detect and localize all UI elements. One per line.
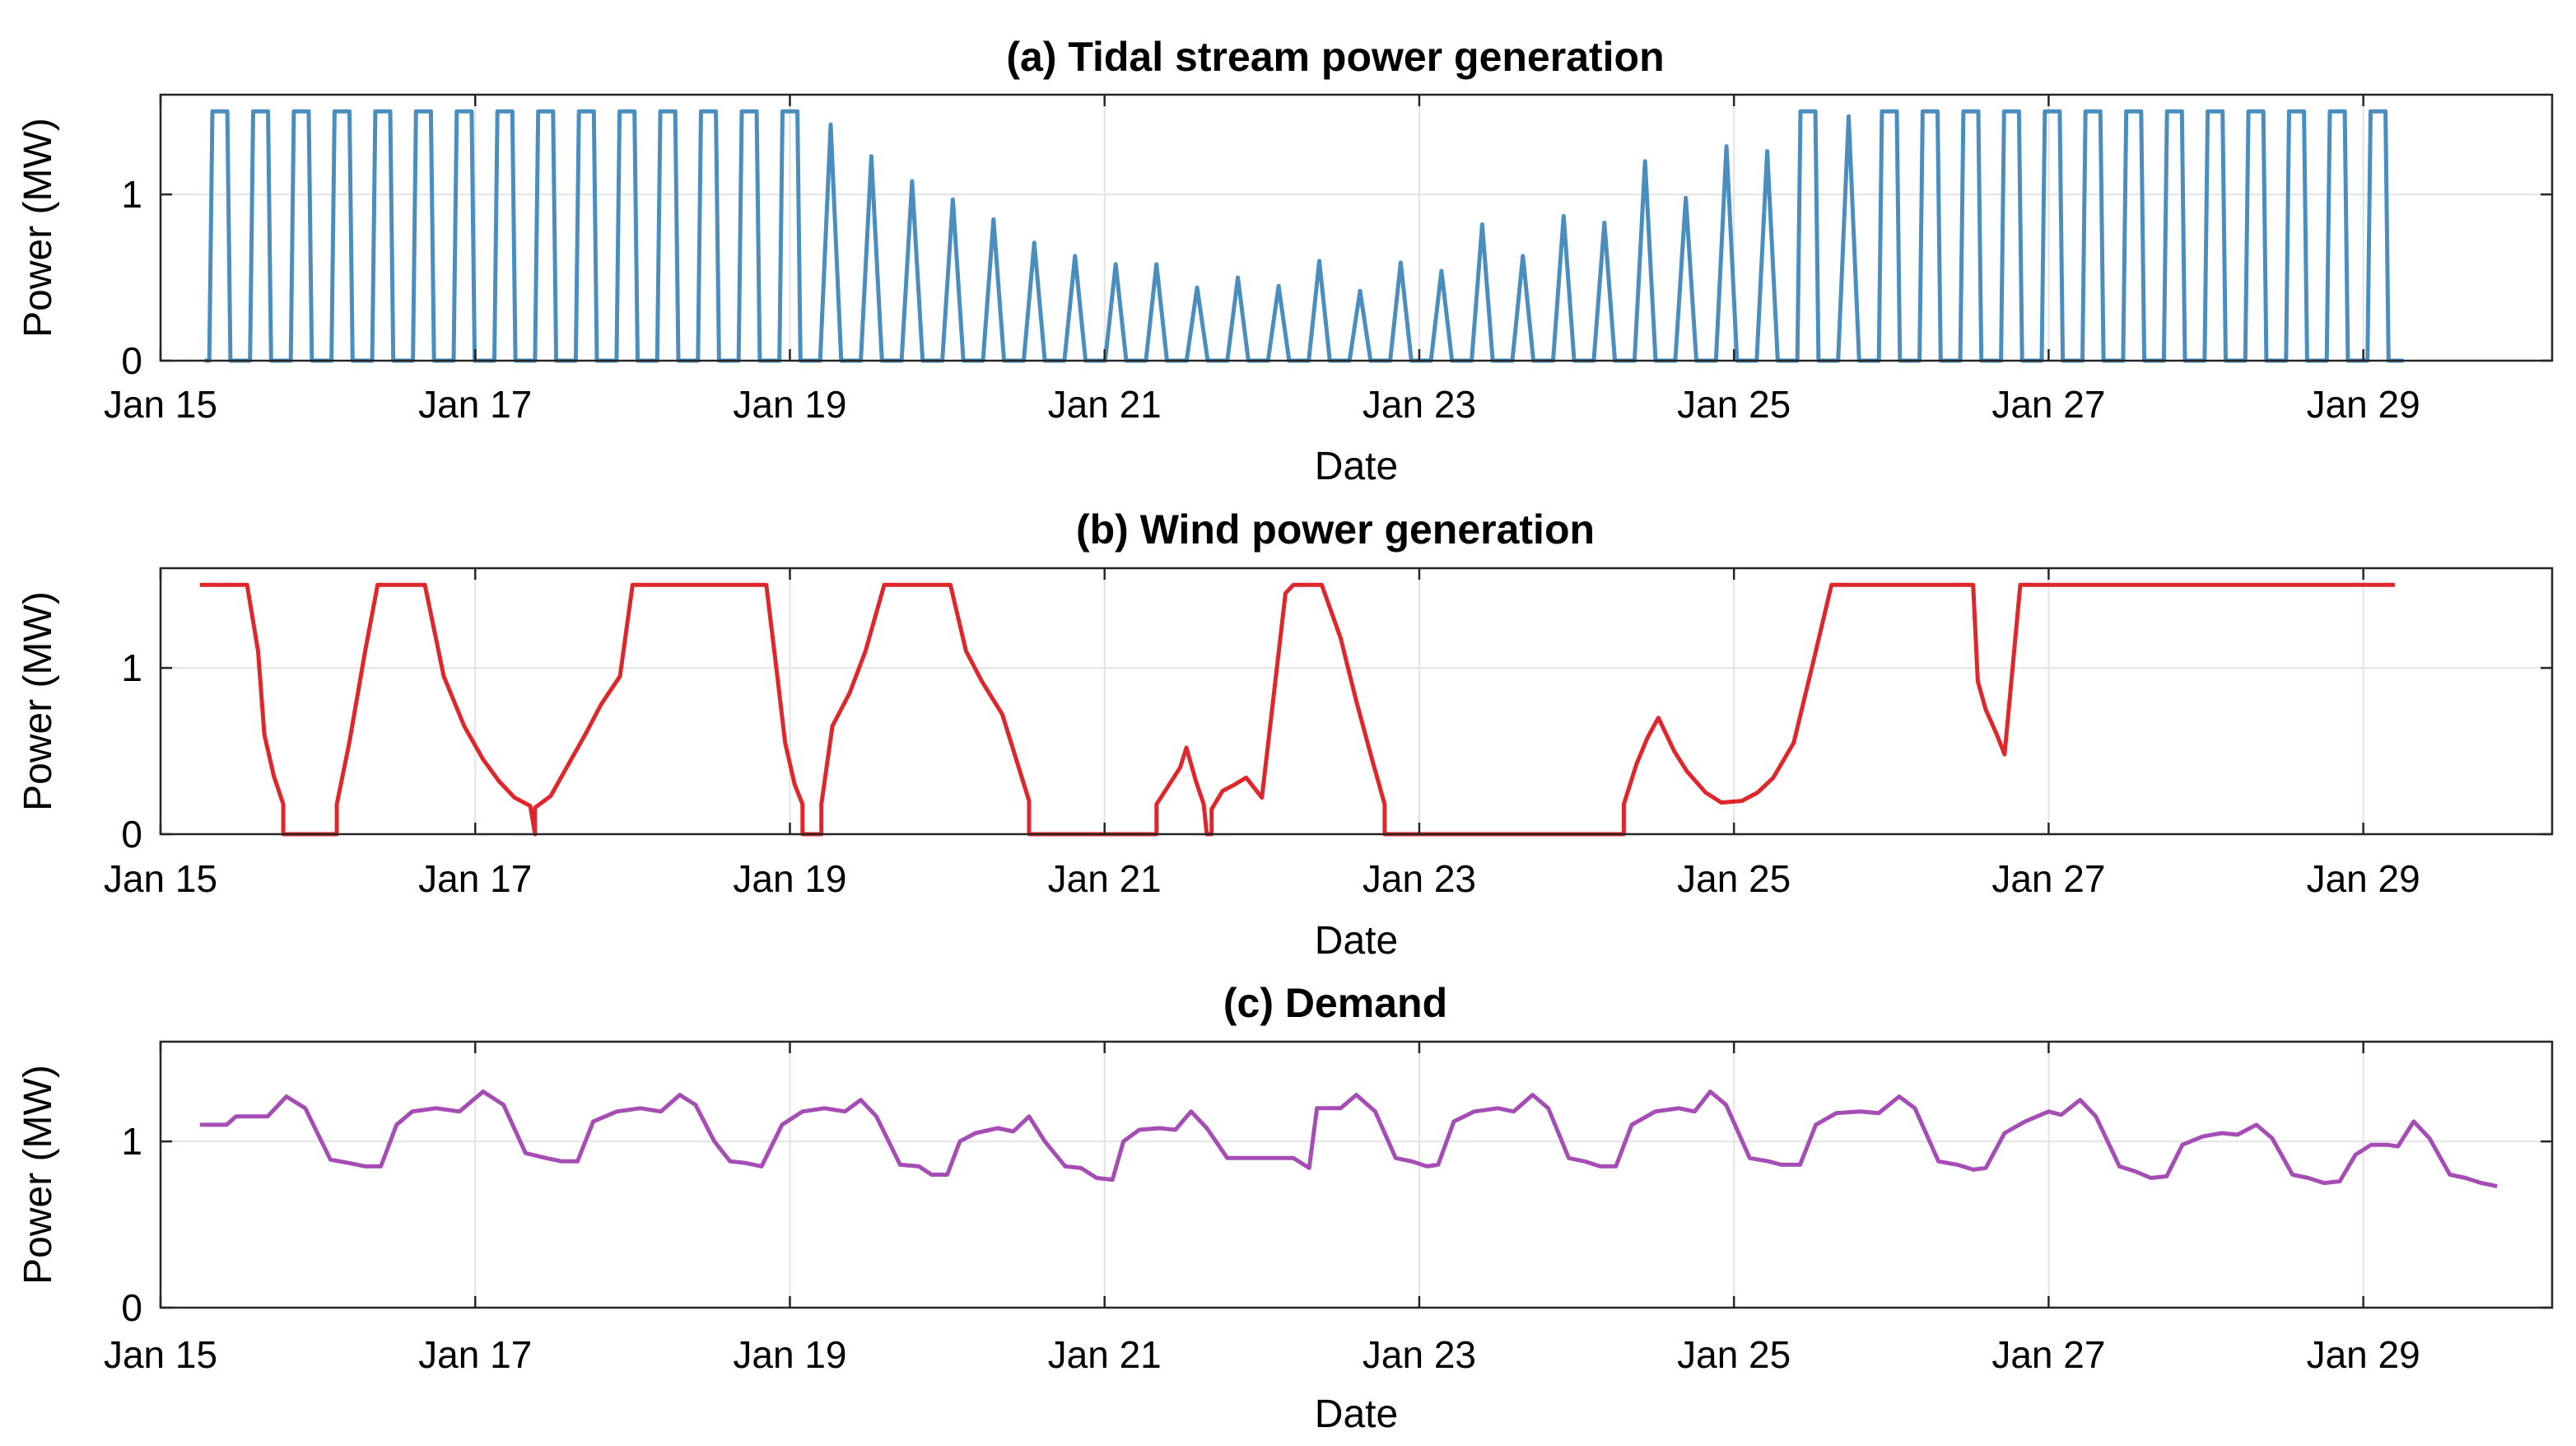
x-tick-label: Jan 23: [1363, 383, 1476, 426]
x-tick-label: Jan 15: [104, 383, 217, 426]
y-tick-label: 1: [121, 1120, 142, 1163]
ticks: Jan 15 Jan 17 Jan 19 Jan 21 Jan 23 Jan 25 Jan …: [104, 95, 2552, 426]
x-tick-label: Jan 17: [418, 857, 532, 900]
x-tick-label: Jan 27: [1991, 383, 2105, 426]
x-tick-label: Jan 29: [2307, 857, 2420, 900]
x-axis-label: Date: [1315, 919, 1398, 963]
x-tick-label: Jan 21: [1048, 383, 1162, 426]
x-tick-label: Jan 27: [1991, 1333, 2105, 1376]
x-tick-label: Jan 29: [2307, 1333, 2420, 1376]
x-tick-label: Jan 21: [1048, 857, 1162, 900]
x-tick-label: Jan 25: [1677, 383, 1791, 426]
x-tick-label: Jan 25: [1677, 1333, 1791, 1376]
x-axis-label: Date: [1315, 1392, 1398, 1436]
x-tick-label: Jan 15: [104, 1333, 217, 1376]
panel-tidal: (a) Tidal stream power generation Jan 15…: [16, 34, 2554, 488]
x-tick-label: Jan 17: [418, 383, 532, 426]
axes-frame: [159, 567, 2554, 836]
x-tick-label: Jan 27: [1991, 857, 2105, 900]
x-tick-label: Jan 29: [2307, 383, 2420, 426]
x-axis-label: Date: [1315, 445, 1398, 488]
chart-title: (a) Tidal stream power generation: [1006, 34, 1664, 80]
x-tick-label: Jan 23: [1363, 1333, 1476, 1376]
y-axis-label: Power (MW): [16, 1065, 60, 1285]
panel-demand: (c) Demand Jan 15 Jan 17 Jan 19 Jan 21 Jan 2…: [16, 980, 2554, 1436]
x-tick-label: Jan 21: [1048, 1333, 1162, 1376]
x-tick-label: Jan 25: [1677, 857, 1791, 900]
x-tick-label: Jan 19: [733, 857, 846, 900]
x-tick-label: Jan 19: [733, 383, 846, 426]
axes-frame: [159, 1040, 2554, 1309]
y-tick-label: 0: [121, 339, 142, 382]
tidal-power-line: [204, 109, 2404, 363]
ticks: Jan 15 Jan 17 Jan 19 Jan 21 Jan 23 Jan 25 Jan …: [104, 568, 2552, 900]
chart-title: (b) Wind power generation: [1076, 506, 1595, 553]
x-tick-label: Jan 19: [733, 1333, 846, 1376]
x-tick-label: Jan 23: [1363, 857, 1476, 900]
ticks: Jan 15 Jan 17 Jan 19 Jan 21 Jan 23 Jan 25 Jan …: [104, 1042, 2552, 1376]
y-tick-label: 1: [121, 646, 142, 689]
demand-line: [199, 1089, 2498, 1189]
y-tick-label: 1: [121, 173, 142, 216]
axes-frame: [159, 93, 2554, 362]
panel-wind: (b) Wind power generation Jan 15 Jan 17 Ja…: [16, 506, 2554, 963]
wind-power-line: [199, 582, 2395, 837]
y-tick-label: 0: [121, 1286, 142, 1329]
y-tick-label: 0: [121, 813, 142, 856]
chart-title: (c) Demand: [1223, 980, 1447, 1026]
y-axis-label: Power (MW): [16, 591, 60, 811]
y-axis-label: Power (MW): [16, 118, 60, 338]
x-tick-label: Jan 15: [104, 857, 217, 900]
grid: [160, 1042, 2552, 1308]
x-tick-label: Jan 17: [418, 1333, 532, 1376]
